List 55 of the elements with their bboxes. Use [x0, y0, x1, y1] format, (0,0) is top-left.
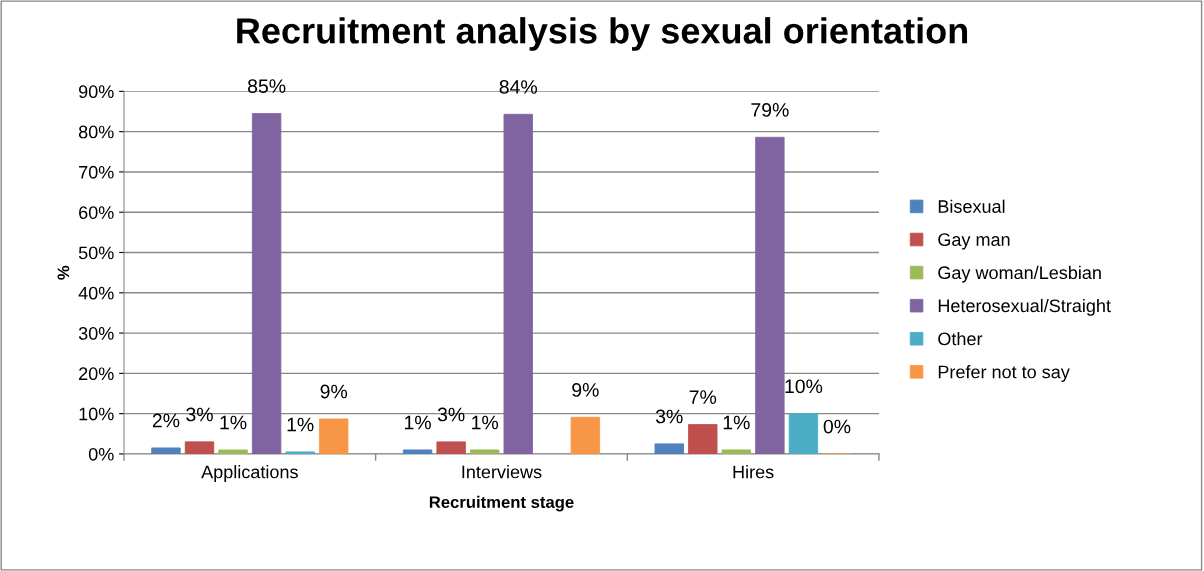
legend-label: Bisexual: [938, 199, 1005, 213]
data-label: 3%: [655, 409, 683, 424]
y-axis-title: %: [57, 265, 70, 280]
data-label: 1%: [472, 415, 499, 430]
bar: [184, 441, 215, 454]
data-label: 1%: [405, 415, 431, 430]
bar: [402, 449, 433, 454]
data-label: 79%: [751, 103, 789, 117]
data-label: 1%: [723, 415, 750, 430]
data-label: 2%: [152, 413, 180, 428]
legend-label: Other: [938, 331, 983, 346]
bar: [788, 413, 819, 454]
y-tick-label: 90%: [79, 85, 114, 99]
bar: [654, 443, 684, 454]
x-tick-label: Applications: [201, 465, 298, 482]
bar: [688, 424, 718, 454]
y-tick-label: 80%: [78, 125, 114, 139]
bar: [755, 136, 785, 454]
y-tick-label: 70%: [79, 165, 114, 179]
x-axis-title: Recruitment stage: [429, 495, 574, 512]
bar: [503, 113, 533, 454]
y-tick-label: 60%: [79, 206, 114, 219]
x-tick-label: Interviews: [462, 465, 542, 479]
legend-label: Prefer not to say: [938, 365, 1070, 382]
x-tick-label: Hires: [733, 465, 774, 479]
bar: [319, 418, 349, 454]
data-label: 1%: [287, 417, 314, 432]
legend-label: Heterosexual/Straight: [938, 298, 1111, 316]
bar: [285, 451, 315, 454]
bar: [436, 441, 466, 454]
y-tick-label: 10%: [79, 407, 114, 421]
y-tick-label: 40%: [78, 286, 114, 300]
bar: [721, 449, 752, 454]
bar: [151, 447, 181, 454]
data-label: 10%: [785, 379, 823, 394]
data-label: 1%: [220, 415, 247, 430]
data-label: 0%: [823, 419, 851, 434]
data-label: 7%: [689, 390, 717, 404]
data-label: 85%: [247, 79, 286, 94]
bar: [570, 416, 601, 454]
data-label: 3%: [437, 407, 465, 422]
bar: [251, 113, 282, 454]
legend-label: Gay man: [938, 233, 1010, 250]
chart-title: Recruitment analysis by sexual orientation: [237, 17, 968, 51]
y-tick-label: 0%: [88, 447, 114, 461]
y-tick-label: 20%: [79, 367, 114, 381]
data-label: 84%: [499, 80, 538, 94]
data-label: 3%: [186, 407, 213, 422]
bar: [470, 449, 500, 454]
data-label: 9%: [572, 383, 599, 397]
bar: [218, 449, 248, 454]
legend-label: Gay woman/Lesbian: [938, 265, 1101, 283]
y-tick-label: 50%: [78, 246, 114, 260]
y-tick-label: 30%: [78, 327, 114, 340]
data-label: 9%: [320, 384, 348, 399]
